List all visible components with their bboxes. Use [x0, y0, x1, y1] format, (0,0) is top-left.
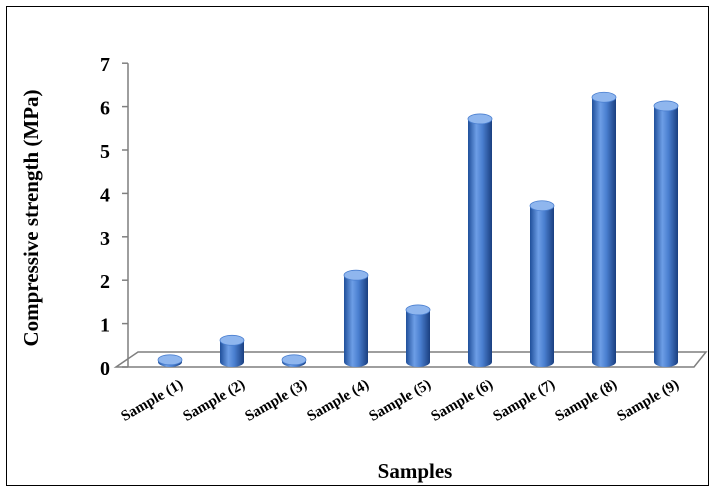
y-axis-title: Compressive strength (MPa)	[19, 89, 43, 346]
bar-cap	[281, 354, 307, 366]
bar-body	[406, 309, 430, 367]
bar	[281, 354, 307, 367]
y-tick-label: 4	[100, 184, 110, 206]
bar-cap	[467, 113, 493, 125]
bar-cap	[219, 334, 245, 346]
bar	[405, 304, 431, 367]
floor-plane	[113, 351, 708, 368]
y-tick-label: 6	[100, 98, 110, 120]
bar-body	[468, 118, 492, 368]
bar-cap	[157, 354, 183, 366]
bar	[343, 269, 369, 367]
bar	[591, 91, 617, 367]
bar-body	[220, 340, 244, 367]
bar-cap	[591, 91, 617, 103]
bar-body	[654, 105, 678, 367]
bar-cap	[405, 304, 431, 316]
y-tick-label: 5	[100, 141, 110, 163]
bar	[467, 113, 493, 368]
chart-border	[6, 6, 709, 486]
y-axis: 0 1 2 3 4 5 6 7	[100, 54, 129, 380]
bar-cap	[653, 100, 679, 112]
bar	[157, 354, 183, 367]
x-axis-title: Samples	[378, 459, 453, 483]
bar-body	[530, 205, 554, 367]
y-tick-label: 1	[100, 315, 110, 337]
bar	[219, 334, 245, 367]
bar-cap	[529, 200, 555, 212]
bars	[157, 91, 679, 368]
bar-body	[592, 97, 616, 367]
y-tick-label: 2	[100, 271, 110, 293]
bar	[529, 200, 555, 367]
bar-body	[344, 275, 368, 367]
chart-floor	[113, 351, 708, 368]
y-tick-label: 0	[100, 358, 110, 380]
y-tick-label: 3	[100, 228, 110, 250]
bar-cap	[343, 269, 369, 281]
y-tick-label: 7	[100, 54, 110, 76]
bar	[653, 100, 679, 367]
